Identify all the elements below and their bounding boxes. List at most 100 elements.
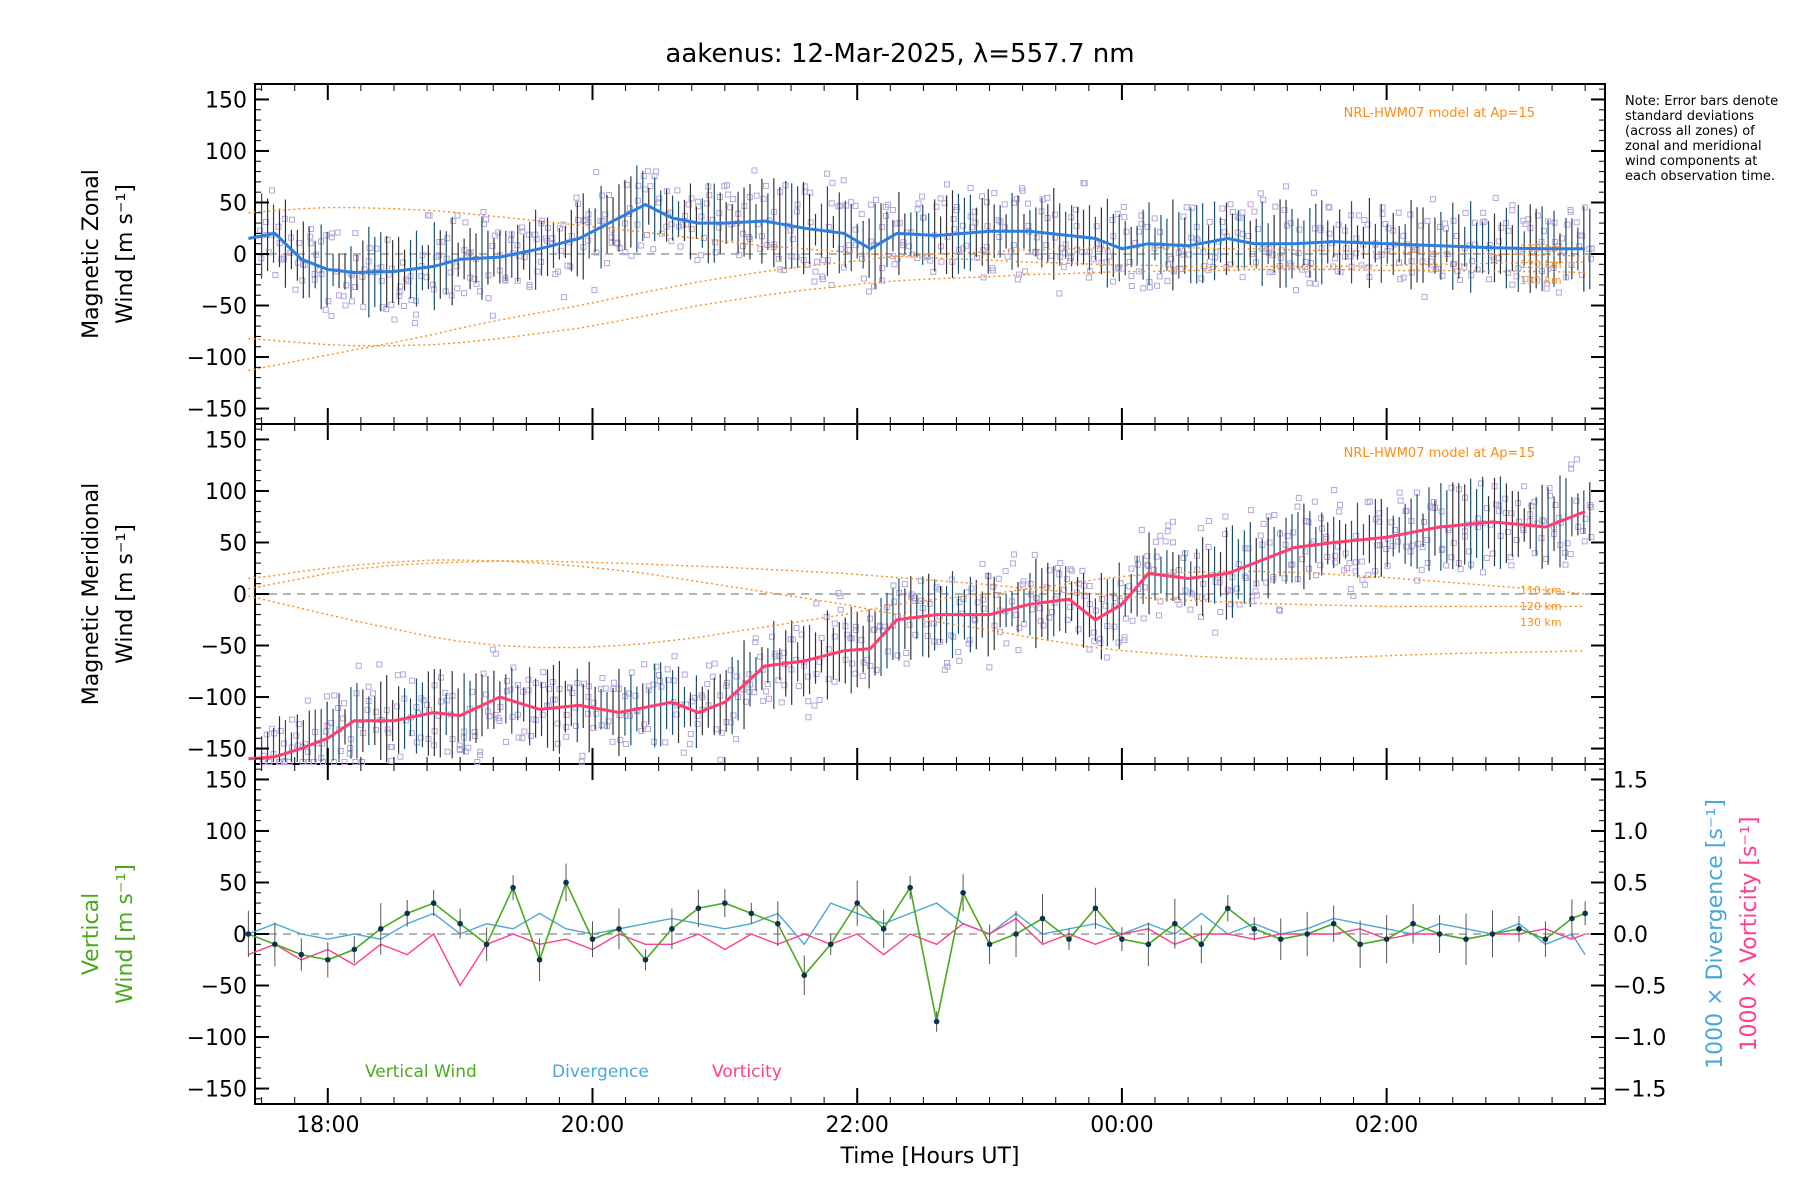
scatter-point (1097, 640, 1104, 647)
scatter-point (507, 686, 514, 693)
scatter-point (549, 235, 556, 242)
scatter-point (444, 697, 451, 704)
scatter-point (1015, 647, 1022, 654)
scatter-point (867, 238, 874, 245)
scatter-point (1013, 196, 1020, 203)
scatter-point (549, 679, 556, 686)
scatter-point (328, 720, 335, 727)
scatter-point (1198, 275, 1205, 282)
scatter-point (668, 238, 675, 245)
scatter-point (807, 189, 814, 196)
scatter-point (617, 736, 624, 743)
scatter-point (1025, 222, 1032, 229)
scatter-point (509, 713, 516, 720)
scatter-point (903, 660, 910, 667)
scatter-point (510, 664, 517, 671)
scatter-point (1216, 579, 1223, 586)
scatter-point (1019, 187, 1026, 194)
scatter-point (814, 258, 821, 265)
scatter-point (400, 671, 407, 678)
scatter-point (1067, 566, 1074, 573)
vertical-wind-point (1251, 926, 1258, 932)
scatter-point (890, 582, 897, 589)
legend-vertical-wind: Vertical Wind (365, 1062, 477, 1082)
scatter-point (876, 622, 883, 629)
scatter-point (891, 598, 898, 605)
scatter-point (703, 200, 710, 207)
scatter-point (1429, 196, 1436, 203)
scatter-point (1247, 201, 1254, 208)
scatter-point (396, 293, 403, 300)
scatter-point (1564, 540, 1571, 547)
y-tick-label: −150 (187, 738, 247, 763)
scatter-point (1581, 538, 1588, 545)
x-tick-label: 02:00 (1355, 1113, 1418, 1138)
scatter-point (1255, 226, 1262, 233)
scatter-point (811, 702, 818, 709)
y2-tick-label: 0.0 (1613, 923, 1648, 948)
scatter-point (1002, 568, 1009, 575)
scatter-point (1086, 582, 1093, 589)
scatter-point (717, 756, 724, 763)
scatter-point (1353, 250, 1360, 257)
scatter-point (1409, 542, 1416, 549)
scatter-point (653, 663, 660, 670)
scatter-point (296, 239, 303, 246)
scatter-point (591, 287, 598, 294)
scatter-point (1474, 266, 1481, 273)
scatter-point (1396, 489, 1403, 496)
scatter-point (1421, 293, 1428, 300)
scatter-point (1377, 541, 1384, 548)
scatter-point (1483, 554, 1490, 561)
scatter-point (1343, 245, 1350, 252)
scatter-point (394, 672, 401, 679)
vertical-wind-point (430, 900, 437, 906)
scatter-point (521, 254, 528, 261)
scatter-point (1219, 205, 1226, 212)
scatter-point (938, 258, 945, 265)
scatter-point (686, 741, 693, 748)
bottom-ylabel-line2: Wind [m s⁻¹] (113, 864, 138, 1004)
scatter-point (644, 168, 651, 175)
scatter-point (1157, 532, 1164, 539)
scatter-point (793, 625, 800, 632)
scatter-point (1212, 629, 1219, 636)
scatter-point (858, 637, 865, 644)
scatter-point (787, 227, 794, 234)
vertical-wind-point (801, 972, 808, 979)
scatter-point (1037, 618, 1044, 625)
scatter-point (1568, 461, 1575, 468)
scatter-point (313, 251, 320, 258)
vertical-wind-line (248, 880, 1586, 1022)
scatter-point (1388, 519, 1395, 526)
scatter-point (1361, 216, 1368, 223)
scatter-point (1290, 529, 1297, 536)
scatter-point (1288, 562, 1295, 569)
scatter-point (889, 206, 896, 213)
scatter-point (760, 195, 767, 202)
scatter-point (712, 239, 719, 246)
scatter-point (352, 283, 359, 290)
scatter-point (1364, 221, 1371, 228)
scatter-point (1555, 289, 1562, 296)
scatter-point (409, 677, 416, 684)
scatter-point (835, 203, 842, 210)
scatter-point (1037, 605, 1044, 612)
scatter-point (1534, 212, 1541, 219)
scatter-point (1114, 264, 1121, 271)
scatter-point (764, 241, 771, 248)
vertical-wind-point (1145, 941, 1152, 948)
scatter-point (1187, 606, 1194, 613)
scatter-point (623, 181, 630, 188)
scatter-point (634, 221, 641, 228)
scatter-point (1257, 532, 1264, 539)
scatter-point (1588, 503, 1595, 510)
scatter-point (1509, 281, 1516, 288)
scatter-point (435, 252, 442, 259)
scatter-point (805, 698, 812, 705)
scatter-point (956, 599, 963, 606)
scatter-point (1194, 566, 1201, 573)
scatter-point (752, 639, 759, 646)
legend-divergence: Divergence (552, 1062, 649, 1082)
scatter-point (1430, 498, 1437, 505)
